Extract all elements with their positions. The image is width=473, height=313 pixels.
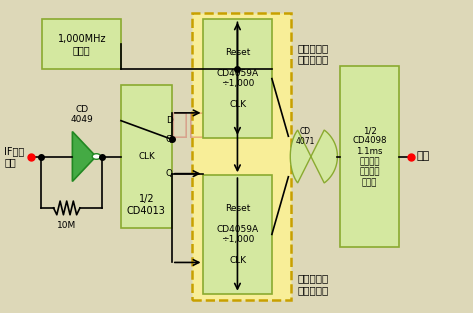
Text: 数据: 数据: [417, 151, 430, 162]
Text: 1/2
CD4013: 1/2 CD4013: [127, 194, 166, 216]
Bar: [42, 19, 122, 69]
Text: CLK: CLK: [138, 152, 155, 161]
Text: 负周期信号
的处理电路: 负周期信号 的处理电路: [298, 274, 329, 295]
Text: 10M: 10M: [57, 221, 76, 229]
Bar: [203, 175, 272, 294]
Circle shape: [92, 154, 101, 159]
Text: D: D: [166, 116, 173, 125]
Text: 电子发烧友: 电子发烧友: [136, 111, 224, 139]
Bar: [340, 66, 399, 247]
Text: Reset

CD4059A
÷1,000

CLK: Reset CD4059A ÷1,000 CLK: [217, 204, 259, 265]
Text: CD
4071: CD 4071: [296, 126, 315, 146]
Text: 1/2
CD4098
1.1ms
可重触发
单稳多谐
振荡器: 1/2 CD4098 1.1ms 可重触发 单稳多谐 振荡器: [352, 126, 387, 187]
Text: Q̅: Q̅: [166, 135, 173, 144]
Bar: [192, 13, 291, 300]
Text: 1,000MHz
振荡器: 1,000MHz 振荡器: [58, 33, 106, 55]
Polygon shape: [290, 130, 337, 183]
Text: IF信号
输入: IF信号 输入: [4, 146, 25, 167]
Bar: [203, 19, 272, 138]
Text: Reset

CD4059A
÷1,000

CLK: Reset CD4059A ÷1,000 CLK: [217, 48, 259, 109]
Text: CD
4049: CD 4049: [70, 105, 93, 124]
Text: 正周期信号
的处理电路: 正周期信号 的处理电路: [298, 43, 329, 64]
Text: Q: Q: [166, 169, 173, 178]
Polygon shape: [72, 131, 96, 182]
Bar: [121, 85, 172, 228]
